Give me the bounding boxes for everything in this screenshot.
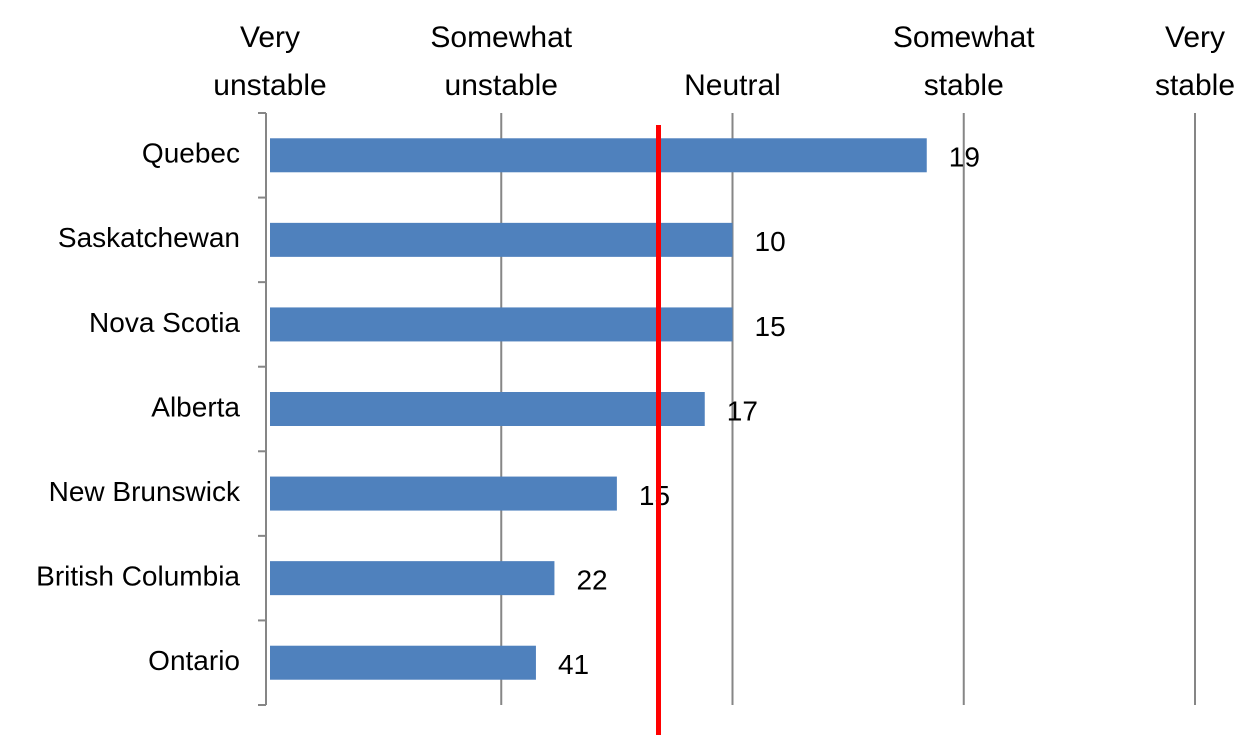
data-label: 15: [639, 480, 670, 511]
x-tick-label: Very unstable: [213, 21, 327, 102]
x-tick-label: Neutral: [684, 69, 781, 102]
x-tick-label: Somewhat stable: [892, 21, 1035, 102]
bar: [270, 392, 705, 426]
y-tick-label: Quebec: [142, 138, 240, 169]
x-tick-label: Very stable: [1154, 21, 1236, 102]
y-tick-label: Ontario: [148, 645, 240, 676]
data-label: 41: [558, 649, 589, 680]
bar: [270, 307, 733, 342]
x-tick-label: Somewhat unstable: [430, 21, 573, 102]
bar: [270, 476, 617, 511]
bar: [270, 138, 927, 173]
bar: [270, 645, 536, 680]
data-label: 19: [949, 142, 980, 173]
data-label: 22: [576, 565, 607, 596]
y-tick-label: Alberta: [151, 391, 240, 422]
y-tick-label: British Columbia: [36, 561, 240, 592]
bar: [270, 561, 555, 596]
y-tick-label: New Brunswick: [49, 476, 241, 507]
bar: [270, 222, 733, 257]
y-tick-label: Nova Scotia: [89, 307, 240, 338]
data-label: 15: [755, 311, 786, 342]
data-label: 10: [755, 226, 786, 257]
data-label: 17: [727, 395, 758, 426]
y-tick-label: Saskatchewan: [58, 222, 240, 253]
